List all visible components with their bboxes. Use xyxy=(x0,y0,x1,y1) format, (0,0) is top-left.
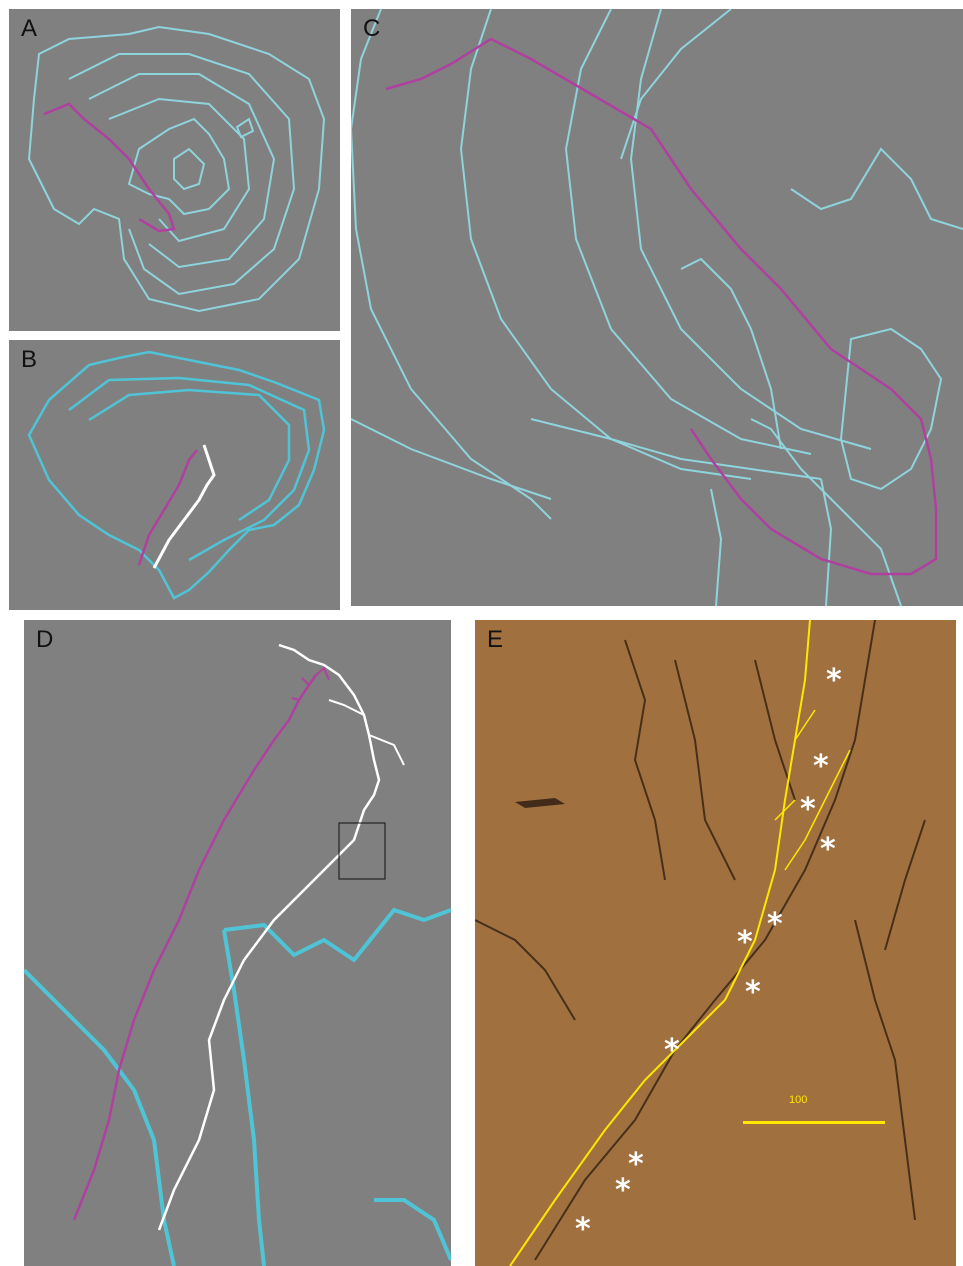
contour-line-1 xyxy=(351,9,552,520)
contour-line-9 xyxy=(839,327,943,491)
contour-ring-2 xyxy=(88,388,291,522)
contour-segment-2 xyxy=(223,907,451,963)
contour-line-7 xyxy=(530,418,822,480)
asterisk-marker: * xyxy=(664,1033,680,1068)
contour-segment-3 xyxy=(222,929,266,1266)
asterisk-marker: * xyxy=(615,1173,631,1208)
panel-c: C xyxy=(351,9,963,606)
axon-trace-magenta xyxy=(72,674,318,1221)
scale-bar xyxy=(743,1121,885,1124)
axon-trace-magenta xyxy=(137,449,198,566)
asterisk-marker: * xyxy=(820,832,836,867)
panel-d-drawing xyxy=(24,643,451,1266)
stained-fiber-3 xyxy=(674,659,736,881)
stained-fiber-7 xyxy=(884,819,926,951)
contour-line-10 xyxy=(710,488,723,606)
panel-b: B xyxy=(9,340,340,610)
panel-c-drawing xyxy=(351,9,963,606)
contour-ring-2 xyxy=(88,73,276,269)
contour-segment-1 xyxy=(24,968,176,1266)
stained-blob xyxy=(515,798,565,808)
asterisk-marker: * xyxy=(767,907,783,942)
panel-e-drawing xyxy=(475,620,926,1266)
asterisk-marker: * xyxy=(826,663,842,698)
contour-inner-2 xyxy=(173,147,206,191)
panel-e: 100 * * * * * * * * * * * E xyxy=(475,620,956,1266)
panel-d-label: D xyxy=(36,626,54,653)
asterisk-marker: * xyxy=(800,792,816,827)
contour-line-4 xyxy=(629,9,872,450)
stained-fiber-2 xyxy=(624,639,666,881)
panel-b-label: B xyxy=(21,346,38,373)
asterisk-marker: * xyxy=(575,1212,591,1247)
axon-trace-magenta xyxy=(385,37,938,576)
contour-line-5 xyxy=(620,9,732,160)
asterisk-marker: * xyxy=(813,749,829,784)
contour-line-11 xyxy=(820,478,833,606)
panel-a-drawing xyxy=(27,25,326,313)
asterisk-marker: * xyxy=(745,975,761,1010)
contour-line-12 xyxy=(750,418,902,606)
contour-line-6 xyxy=(351,418,552,500)
contour-line-3 xyxy=(564,9,812,455)
yellow-trace-branch xyxy=(774,709,851,871)
contour-outline xyxy=(27,25,326,313)
stained-fiber-1 xyxy=(534,620,876,1261)
axon-trace-magenta xyxy=(43,102,176,233)
contour-inner xyxy=(127,117,231,216)
panel-a-label: A xyxy=(21,15,38,42)
axon-trace-white xyxy=(157,643,381,1231)
yellow-trace-main xyxy=(509,620,811,1266)
contour-line-13 xyxy=(680,257,782,450)
panel-c-label: C xyxy=(363,15,381,42)
contour-outline xyxy=(27,350,326,600)
contour-ring-1 xyxy=(68,376,311,562)
contour-segment-4 xyxy=(374,1198,451,1261)
stained-fiber-5 xyxy=(475,919,576,1021)
contour-ellipse xyxy=(235,117,255,139)
panel-b-drawing xyxy=(27,350,326,600)
asterisk-marker: * xyxy=(628,1147,644,1182)
contour-line-8 xyxy=(790,147,963,230)
stained-fiber-4 xyxy=(854,919,916,1221)
axon-trace-magenta-tip xyxy=(291,666,330,701)
panel-a: A xyxy=(9,9,340,331)
axon-trace-white xyxy=(152,444,216,569)
asterisk-marker: * xyxy=(737,925,753,960)
inset-box xyxy=(338,822,386,880)
scale-bar-label: 100 xyxy=(789,1094,808,1106)
axon-trace-white-branch xyxy=(328,699,405,766)
panel-d: D xyxy=(24,620,451,1266)
panel-e-label: E xyxy=(487,626,504,653)
contour-ring-3 xyxy=(108,97,251,243)
contour-ring-1 xyxy=(68,53,296,296)
contour-line-2 xyxy=(459,9,752,480)
